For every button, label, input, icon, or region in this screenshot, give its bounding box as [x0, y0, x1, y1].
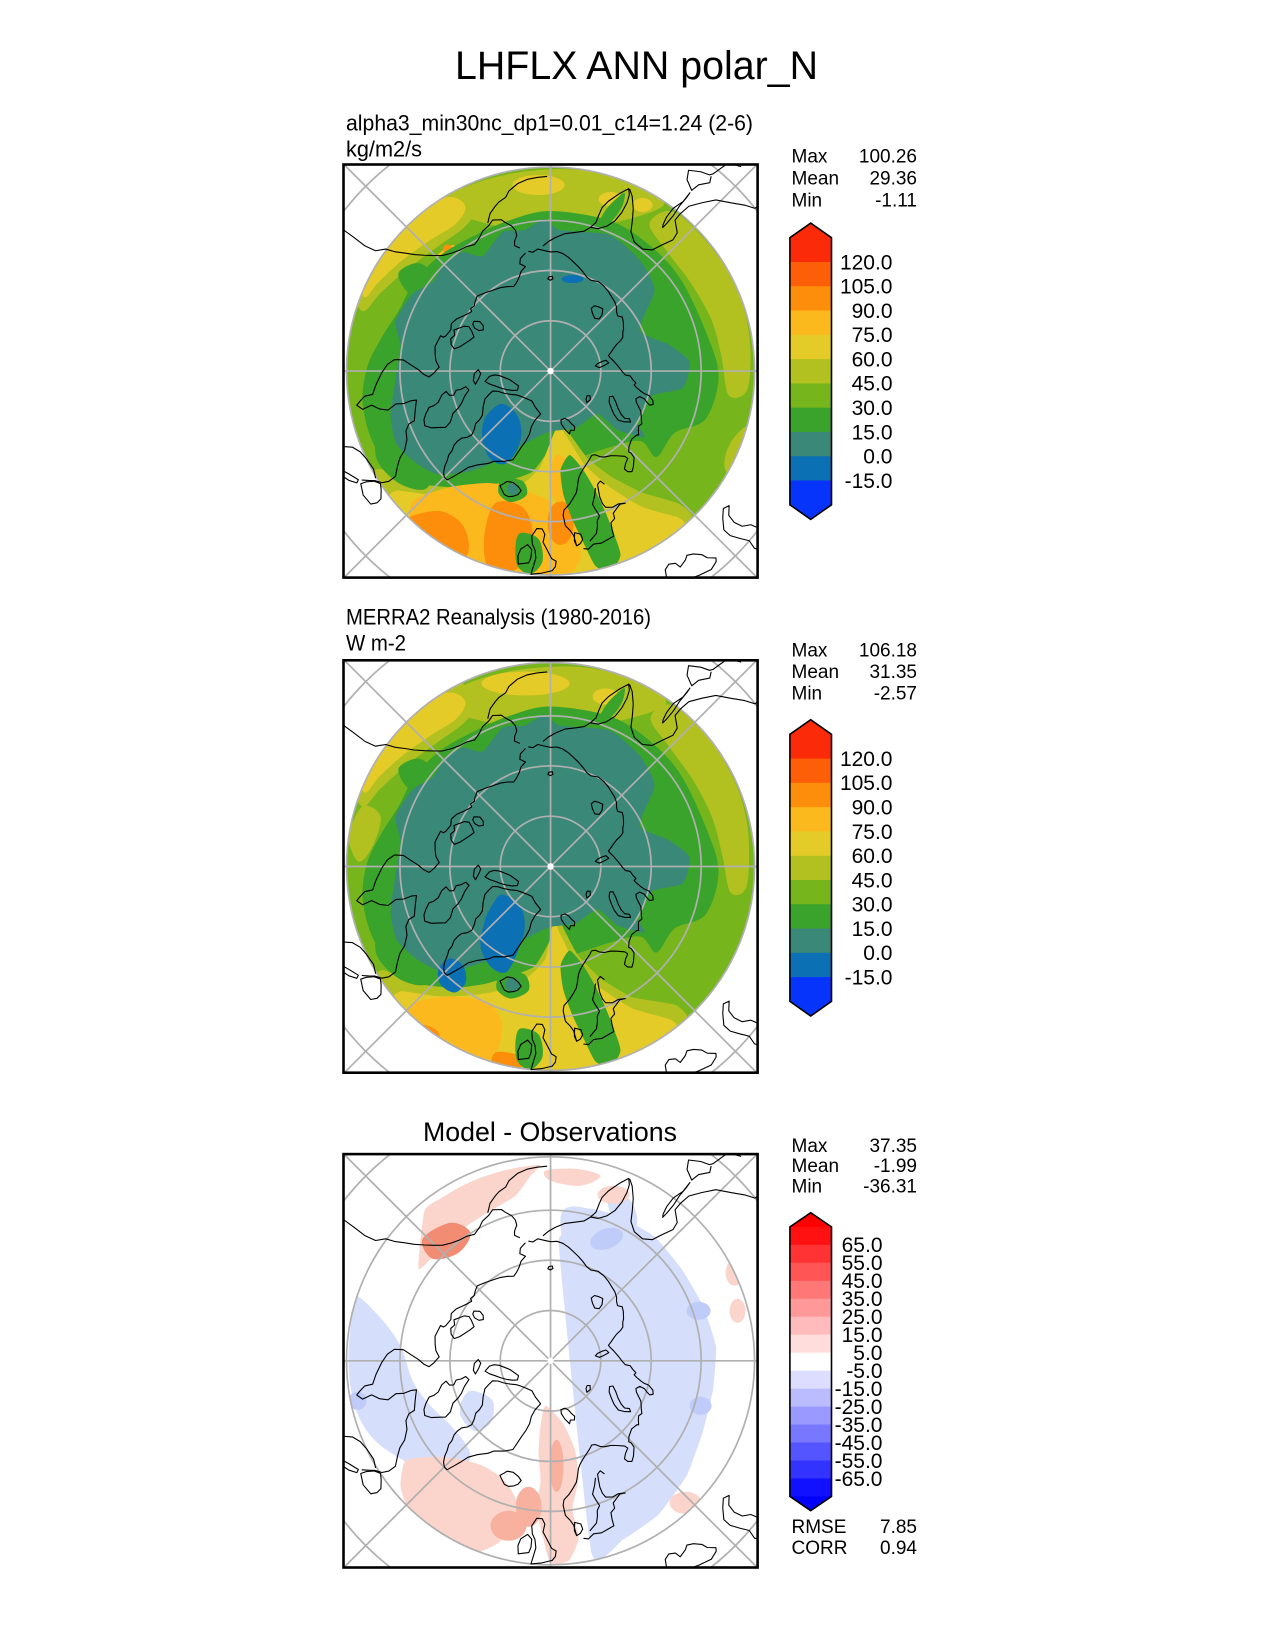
svg-text:-1.99: -1.99: [874, 1156, 917, 1177]
svg-text:Max: Max: [792, 641, 828, 662]
svg-text:Max: Max: [792, 1136, 828, 1157]
svg-text:15.0: 15.0: [852, 421, 893, 444]
svg-text:Mean: Mean: [792, 662, 840, 683]
svg-text:55.0: 55.0: [842, 1252, 883, 1275]
svg-text:75.0: 75.0: [852, 821, 893, 844]
svg-text:105.0: 105.0: [840, 772, 893, 795]
svg-text:-15.0: -15.0: [835, 1378, 883, 1401]
svg-text:-65.0: -65.0: [835, 1468, 883, 1491]
svg-text:105.0: 105.0: [840, 276, 893, 299]
svg-text:15.0: 15.0: [852, 918, 893, 941]
svg-text:25.0: 25.0: [842, 1306, 883, 1329]
svg-text:LHFLX ANN polar_N: LHFLX ANN polar_N: [455, 44, 818, 88]
svg-text:-5.0: -5.0: [846, 1360, 882, 1383]
svg-text:120.0: 120.0: [840, 251, 893, 274]
svg-text:100.26: 100.26: [859, 147, 917, 168]
svg-text:-2.57: -2.57: [874, 684, 917, 705]
svg-text:7.85: 7.85: [880, 1517, 917, 1538]
svg-text:alpha3_min30nc_dp1=0.01_c14=1.: alpha3_min30nc_dp1=0.01_c14=1.24 (2-6): [346, 111, 753, 136]
svg-text:90.0: 90.0: [852, 797, 893, 820]
svg-text:Min: Min: [792, 191, 823, 212]
svg-text:CORR: CORR: [792, 1538, 848, 1559]
svg-text:Model - Observations: Model - Observations: [423, 1117, 677, 1147]
svg-text:30.0: 30.0: [852, 894, 893, 917]
svg-text:45.0: 45.0: [852, 869, 893, 892]
svg-text:31.35: 31.35: [869, 662, 917, 683]
svg-text:60.0: 60.0: [852, 349, 893, 372]
svg-text:30.0: 30.0: [852, 397, 893, 420]
svg-text:106.18: 106.18: [859, 641, 917, 662]
svg-text:90.0: 90.0: [852, 300, 893, 323]
svg-text:0.0: 0.0: [863, 446, 892, 469]
svg-text:Mean: Mean: [792, 169, 840, 190]
svg-text:Min: Min: [792, 684, 823, 705]
svg-text:kg/m2/s: kg/m2/s: [346, 137, 422, 162]
svg-text:Mean: Mean: [792, 1156, 840, 1177]
svg-text:-35.0: -35.0: [835, 1414, 883, 1437]
svg-text:Max: Max: [792, 147, 828, 168]
svg-text:MERRA2 Reanalysis (1980-2016): MERRA2 Reanalysis (1980-2016): [346, 605, 651, 630]
svg-text:45.0: 45.0: [842, 1270, 883, 1293]
svg-text:0.94: 0.94: [880, 1538, 917, 1559]
svg-text:120.0: 120.0: [840, 748, 893, 771]
svg-text:-36.31: -36.31: [863, 1176, 917, 1197]
svg-text:37.35: 37.35: [869, 1136, 917, 1157]
svg-text:-15.0: -15.0: [845, 470, 893, 493]
svg-text:35.0: 35.0: [842, 1288, 883, 1311]
svg-text:-55.0: -55.0: [835, 1450, 883, 1473]
svg-text:-25.0: -25.0: [835, 1396, 883, 1419]
svg-text:-15.0: -15.0: [845, 966, 893, 989]
svg-text:-1.11: -1.11: [875, 191, 917, 212]
svg-text:5.0: 5.0: [853, 1342, 882, 1365]
svg-text:15.0: 15.0: [842, 1324, 883, 1347]
svg-text:0.0: 0.0: [863, 942, 892, 965]
svg-text:29.36: 29.36: [869, 169, 917, 190]
svg-text:-45.0: -45.0: [835, 1432, 883, 1455]
svg-text:65.0: 65.0: [842, 1234, 883, 1257]
svg-text:60.0: 60.0: [852, 845, 893, 868]
svg-text:W m-2: W m-2: [346, 631, 406, 656]
svg-text:45.0: 45.0: [852, 373, 893, 396]
svg-text:RMSE: RMSE: [792, 1517, 847, 1538]
svg-text:75.0: 75.0: [852, 324, 893, 347]
svg-text:Min: Min: [792, 1176, 823, 1197]
